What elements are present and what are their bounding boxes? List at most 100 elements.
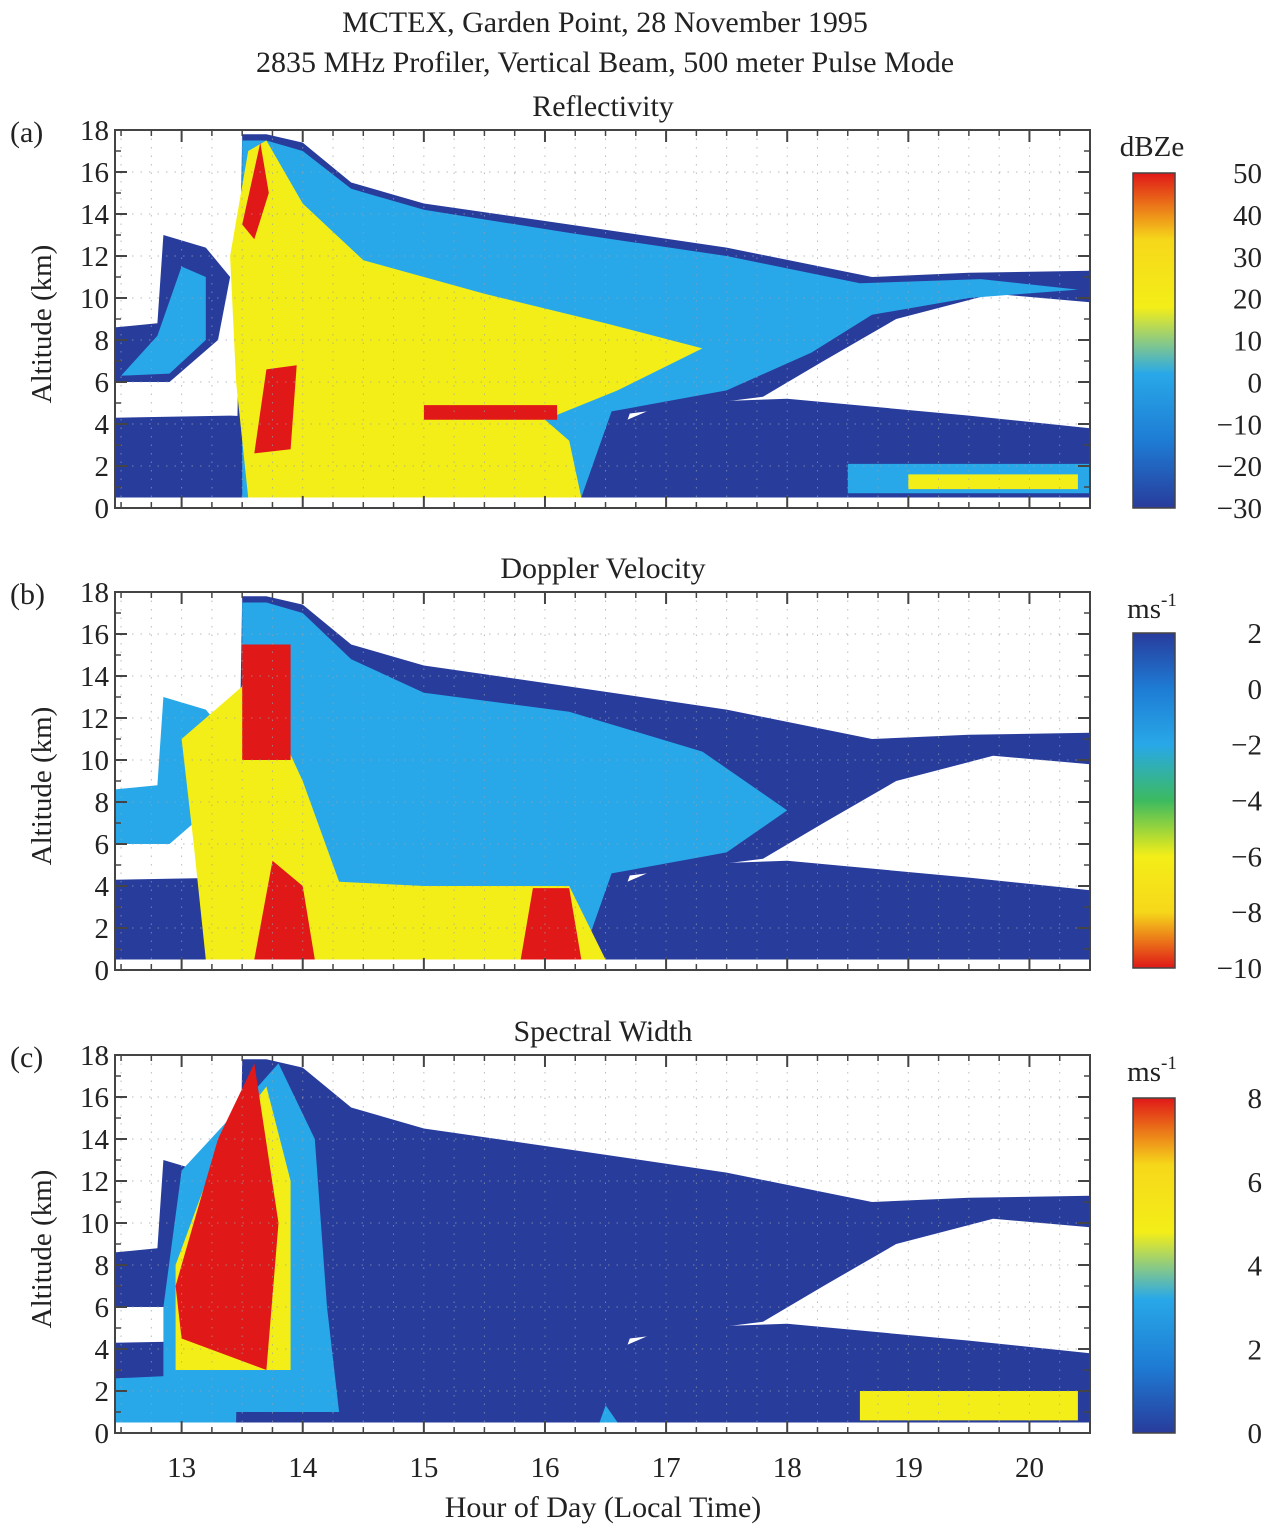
y-tick-label: 8 (95, 325, 110, 357)
y-tick-label: 2 (95, 451, 110, 483)
y-tick-label: 16 (80, 157, 109, 189)
grid (115, 1055, 1091, 1433)
colorbar-tick-label: 0 (1248, 674, 1263, 706)
colorbar-tick-label: 0 (1248, 1418, 1263, 1450)
x-tick-label: 18 (773, 1452, 802, 1484)
x-tick-label: 15 (409, 1452, 438, 1484)
y-tick-label: 0 (95, 1418, 110, 1450)
colorbar-tick-label: 4 (1248, 1251, 1263, 1283)
data-regions (115, 596, 1090, 960)
colorbar-unit: ms-1 (1127, 590, 1177, 625)
panel-title: Reflectivity (532, 90, 674, 123)
y-tick-label: 4 (95, 871, 110, 903)
y-tick-label: 4 (95, 409, 110, 441)
panel-2: Spectral Width (c) 0 2 4 6 8 10 12 14 16 18 13 14 15 16… (10, 1015, 1263, 1524)
y-tick-label: 16 (80, 1082, 109, 1114)
data-regions (115, 1059, 1090, 1423)
colorbar-tick-label: −4 (1231, 786, 1262, 818)
y-axis-label: Altitude (km) (26, 1170, 58, 1329)
colorbar (1132, 632, 1176, 969)
y-tick-label: 4 (95, 1334, 110, 1366)
y-axis-label: Altitude (km) (26, 707, 58, 866)
region-upper-core (242, 644, 291, 760)
y-tick-label: 8 (95, 1250, 110, 1282)
panel-0: Reflectivity (a) 0 2 4 6 8 10 12 14 16 18 Altitude (… (10, 90, 1262, 525)
region-convective-core (230, 140, 703, 498)
colorbar-tick-label: 10 (1233, 326, 1262, 358)
region-multicolor-low (859, 1391, 1078, 1421)
colorbar-tick-label: −30 (1217, 493, 1262, 525)
x-tick-label: 17 (652, 1452, 681, 1484)
colorbar-tick-label: 40 (1233, 200, 1262, 232)
colorbar-tick-label: 2 (1248, 1334, 1263, 1366)
region-core-low (254, 365, 297, 454)
y-tick-label: 2 (95, 913, 110, 945)
x-tick-label: 14 (288, 1452, 318, 1484)
region-bright-band (423, 405, 558, 420)
colorbar-unit: dBZe (1120, 131, 1184, 163)
region-core-peak (242, 142, 269, 240)
region-fall-streak-1 (254, 860, 315, 960)
region-precursor-inner (121, 266, 206, 376)
colorbar-unit: ms-1 (1127, 1053, 1177, 1088)
panel-label: (a) (10, 116, 43, 149)
colorbar (1132, 1097, 1176, 1434)
y-tick-label: 6 (95, 1292, 110, 1324)
colorbar-tick-label: 30 (1233, 242, 1262, 274)
colorbar-tick-label: −10 (1217, 409, 1262, 441)
x-axis-label: Hour of Day (Local Time) (445, 1491, 762, 1524)
x-tick-label: 20 (1015, 1452, 1044, 1484)
colorbar-tick-label: 6 (1248, 1167, 1263, 1199)
panel-1: Doppler Velocity (b) 0 2 4 6 8 10 12 14 16 18 Altitu… (10, 552, 1262, 987)
colorbar-tick-label: 8 (1248, 1083, 1263, 1115)
colorbar-tick-label: −2 (1231, 730, 1262, 762)
y-tick-label: 14 (80, 199, 110, 231)
grid (115, 592, 1091, 970)
colorbar-tick-label: 20 (1233, 284, 1262, 316)
y-tick-label: 6 (95, 367, 110, 399)
y-tick-label: 6 (95, 829, 110, 861)
colorbar-tick-label: 0 (1248, 367, 1263, 399)
region-anvil-cyan (242, 602, 788, 960)
panel-label: (c) (10, 1041, 43, 1074)
y-tick-label: 10 (80, 283, 109, 315)
panel-title: Spectral Width (513, 1015, 692, 1048)
colorbar-tick-label: −8 (1231, 897, 1262, 929)
grid (115, 130, 1091, 508)
panel-title: Doppler Velocity (500, 552, 705, 585)
y-tick-label: 0 (95, 955, 110, 987)
chart-title-line1: MCTEX, Garden Point, 28 November 1995 (342, 6, 868, 39)
x-tick-label: 19 (894, 1452, 923, 1484)
y-tick-label: 18 (80, 1040, 109, 1072)
x-tick-label: 16 (530, 1452, 559, 1484)
region-turbulent-core (175, 1063, 279, 1370)
y-tick-label: 18 (80, 115, 109, 147)
y-tick-label: 8 (95, 787, 110, 819)
y-tick-label: 16 (80, 619, 109, 651)
colorbar-tick-label: 2 (1248, 618, 1263, 650)
colorbar-tick-label: 50 (1233, 158, 1262, 190)
y-tick-label: 12 (80, 1166, 109, 1198)
colorbar-unit-exponent: -1 (1161, 590, 1177, 611)
y-tick-label: 0 (95, 493, 110, 525)
y-tick-label: 12 (80, 241, 109, 273)
colorbar-tick-label: −10 (1217, 953, 1262, 985)
colorbar-unit-exponent: -1 (1161, 1053, 1177, 1074)
colorbar-tick-label: −6 (1231, 841, 1262, 873)
region-bright-band-layer (908, 474, 1078, 490)
y-tick-label: 10 (80, 745, 109, 777)
y-tick-label: 18 (80, 577, 109, 609)
y-tick-label: 2 (95, 1376, 110, 1408)
y-tick-label: 10 (80, 1208, 109, 1240)
panel-label: (b) (10, 578, 45, 611)
colorbar (1132, 172, 1176, 509)
y-tick-label: 14 (80, 1124, 110, 1156)
chart-title-line2: 2835 MHz Profiler, Vertical Beam, 500 me… (255, 46, 955, 79)
y-axis-label: Altitude (km) (26, 245, 58, 404)
y-tick-label: 14 (80, 661, 110, 693)
colorbar-tick-label: −20 (1217, 451, 1262, 483)
y-tick-label: 12 (80, 703, 109, 735)
x-tick-label: 13 (167, 1452, 196, 1484)
region-fall-streak-2 (520, 888, 582, 960)
